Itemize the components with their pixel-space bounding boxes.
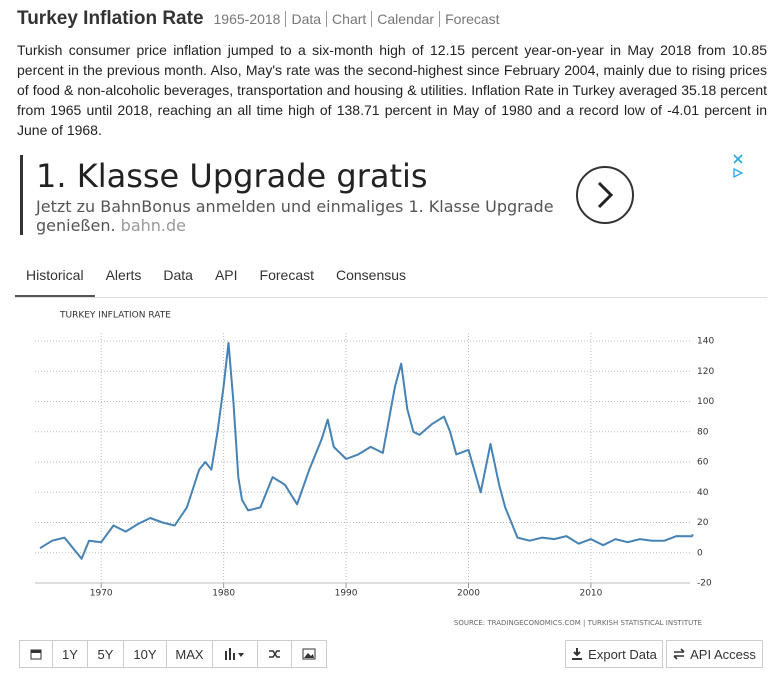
- y-tick-label: 20: [697, 518, 709, 528]
- tab[interactable]: Forecast: [259, 267, 314, 283]
- nav: 1965-2018 Data Chart Calendar Forecast: [214, 11, 505, 29]
- ad-domain: bahn.de: [120, 216, 186, 235]
- chart: TURKEY INFLATION RATE SOURCE: TRADINGECO…: [35, 311, 714, 627]
- nav-link[interactable]: Chart: [326, 11, 372, 27]
- tab[interactable]: Consensus: [336, 267, 407, 283]
- summary: Turkish consumer price inflation jumped …: [17, 42, 767, 138]
- nav-link[interactable]: Forecast: [439, 11, 505, 27]
- export-button[interactable]: Export Data: [565, 640, 663, 668]
- y-tick-label: 40: [697, 488, 709, 498]
- y-tick-label: 140: [697, 337, 714, 347]
- ad-text: Jetzt zu BahnBonus anmelden und einmalig…: [36, 197, 576, 235]
- x-tick-label: 1990: [335, 589, 358, 599]
- tab[interactable]: Alerts: [105, 267, 142, 283]
- range-button[interactable]: 10Y: [123, 640, 167, 668]
- ad-close[interactable]: [731, 153, 745, 183]
- calendar-button[interactable]: [19, 640, 53, 668]
- y-tick-label: 100: [697, 397, 714, 407]
- ad[interactable]: 1. Klasse Upgrade gratis Jetzt zu BahnBo…: [20, 153, 745, 235]
- range-button[interactable]: 5Y: [87, 640, 124, 668]
- chart-source: SOURCE: TRADINGECONOMICS.COM | TURKISH S…: [454, 619, 702, 627]
- tab[interactable]: API: [214, 267, 238, 283]
- ad-text: Jetzt zu BahnBonus anmelden und einmalig…: [36, 197, 554, 235]
- api-button[interactable]: API Access: [666, 640, 763, 668]
- ad-title: 1. Klasse Upgrade gratis: [36, 157, 428, 195]
- y-tick-label: -20: [697, 579, 712, 589]
- api-label: API Access: [690, 646, 756, 662]
- image-button[interactable]: [291, 640, 327, 668]
- range-button[interactable]: MAX: [166, 640, 213, 668]
- nav-link[interactable]: 1965-2018: [213, 11, 281, 27]
- chart-type-button[interactable]: [212, 640, 258, 668]
- y-tick-label: 0: [697, 548, 703, 558]
- x-tick-label: 2000: [457, 589, 480, 599]
- tab[interactable]: Historical: [15, 267, 95, 297]
- x-tick-label: 1980: [212, 589, 235, 599]
- export-label: Export Data: [588, 646, 657, 662]
- ad-arrow[interactable]: [575, 165, 635, 225]
- page-title: Turkey Inflation Rate: [17, 8, 204, 29]
- y-tick-label: 80: [697, 427, 709, 437]
- tabs: Historical Alerts Data API Forecast Consensus: [15, 267, 767, 298]
- nav-link[interactable]: Data: [285, 11, 327, 27]
- nav-link[interactable]: Calendar: [371, 11, 440, 27]
- header: Turkey Inflation Rate 1965-2018 Data Chart…: [17, 8, 505, 30]
- compare-button[interactable]: [257, 640, 292, 668]
- y-tick-label: 60: [697, 458, 709, 468]
- y-tick-label: 120: [697, 367, 714, 377]
- tab[interactable]: Data: [163, 267, 193, 283]
- x-tick-label: 1970: [90, 589, 113, 599]
- line-series: [39, 342, 694, 560]
- x-tick-label: 2010: [579, 589, 602, 599]
- range-button[interactable]: 1Y: [52, 640, 88, 668]
- chart-title: TURKEY INFLATION RATE: [59, 311, 171, 321]
